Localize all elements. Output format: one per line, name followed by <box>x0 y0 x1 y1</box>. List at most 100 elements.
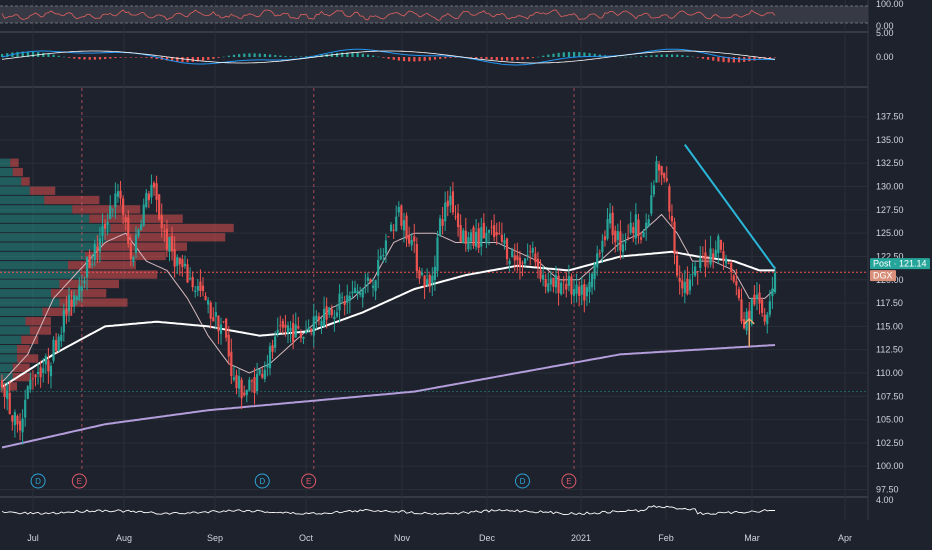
price-tick-label: 125.00 <box>876 228 904 238</box>
dividend-marker[interactable]: D <box>30 473 46 489</box>
earnings-marker[interactable]: E <box>561 473 577 489</box>
candle-body <box>560 282 563 295</box>
candle-body <box>292 323 295 342</box>
candle-body <box>286 325 290 334</box>
candle-body <box>361 288 364 298</box>
candle-body <box>338 293 341 311</box>
candle-body <box>230 351 233 376</box>
volume-profile-bar <box>89 214 183 223</box>
macd-histogram-bar <box>650 55 653 57</box>
candle-body <box>106 222 109 225</box>
candle-body <box>629 222 632 233</box>
moving-average-long <box>1 344 776 449</box>
macd-histogram-bar <box>707 57 710 60</box>
macd-histogram-bar <box>495 57 498 61</box>
price-tick-label: 105.00 <box>876 415 904 425</box>
macd-histogram-bar <box>485 57 488 60</box>
candle-body <box>88 255 91 268</box>
macd-histogram-bar <box>248 53 251 57</box>
candle-body <box>773 272 777 293</box>
bottom-panel <box>1 505 775 516</box>
candle-body <box>127 217 130 244</box>
candle-body <box>539 269 542 279</box>
volume-profile-bar <box>80 270 158 279</box>
macd-histogram-bar <box>341 52 344 57</box>
candle-body <box>634 214 637 239</box>
candle-body <box>320 320 323 326</box>
volume-profile-bar <box>12 167 23 177</box>
candle-body <box>389 224 393 232</box>
macd-histogram-bar <box>439 57 442 60</box>
candle-body <box>119 190 122 199</box>
volume-profile-bar <box>0 205 73 214</box>
macd-histogram-bar <box>232 54 236 57</box>
earnings-marker[interactable]: E <box>71 473 87 489</box>
candle-body <box>565 283 568 290</box>
candle-body <box>498 233 501 234</box>
macd-histogram-bar <box>201 57 205 61</box>
macd-histogram-bar <box>253 53 256 57</box>
candle-body <box>611 212 614 236</box>
candle-body <box>570 276 573 295</box>
macd-histogram-bar <box>634 56 638 58</box>
candle-body <box>80 286 83 292</box>
macd-histogram-bar <box>171 57 174 62</box>
candle-body <box>513 255 516 261</box>
dividend-marker[interactable]: D <box>254 473 270 489</box>
event-label: D <box>35 477 41 486</box>
candle-body <box>271 345 274 352</box>
macd-histogram-bar <box>155 57 158 60</box>
volume-profile-bar <box>29 186 56 195</box>
candle-body <box>503 240 506 244</box>
candle-body <box>343 301 346 305</box>
candle-body <box>475 231 478 247</box>
candle-body <box>405 215 408 240</box>
macd-histogram-bar <box>500 57 504 61</box>
earnings-marker[interactable]: E <box>301 473 317 489</box>
candle-body <box>531 248 534 253</box>
candle-body <box>572 288 576 296</box>
time-tick-label: Oct <box>299 533 314 543</box>
candle-body <box>60 334 63 342</box>
candle-body <box>688 279 692 291</box>
macd-histogram-bar <box>645 55 648 57</box>
candle-body <box>114 193 117 208</box>
macd-histogram-bar <box>691 56 694 58</box>
candle-body <box>418 270 421 279</box>
candle-body <box>147 193 150 201</box>
macd-histogram-bar <box>397 57 401 61</box>
candle-body <box>675 255 679 276</box>
macd-histogram-bar <box>279 55 282 57</box>
volume-profile-bar <box>17 345 30 354</box>
candle-body <box>204 295 207 301</box>
candle-body <box>737 289 741 299</box>
candle-body <box>129 242 132 259</box>
price-tick-label: 97.50 <box>876 484 899 494</box>
candle-body <box>593 263 596 280</box>
macd-histogram-bar <box>722 57 725 63</box>
macd-histogram-bar <box>686 55 689 57</box>
macd-histogram-bar <box>6 53 9 57</box>
macd-histogram-bar <box>62 56 66 58</box>
candle-body <box>217 315 220 332</box>
candle-body <box>346 295 349 303</box>
candle-body <box>712 253 715 260</box>
candle-body <box>477 228 480 249</box>
trendline <box>684 144 776 270</box>
macd-histogram-bar <box>676 54 679 57</box>
volume-profile-bar <box>97 242 187 251</box>
macd-histogram-bar <box>119 57 122 58</box>
candle-body <box>709 248 712 265</box>
candle-body <box>761 299 764 313</box>
macd-histogram-bar <box>469 57 473 58</box>
time-axis[interactable]: Jul Aug Sep Oct Nov Dec 2021 Feb Mar Apr <box>0 522 868 550</box>
candle-body <box>186 264 189 283</box>
candle-body <box>423 275 426 288</box>
candle-body <box>194 290 197 292</box>
price-tick-label: 122.50 <box>876 251 904 261</box>
dividend-marker[interactable]: D <box>514 473 530 489</box>
candle-body <box>384 240 388 254</box>
candle-body <box>588 281 591 293</box>
